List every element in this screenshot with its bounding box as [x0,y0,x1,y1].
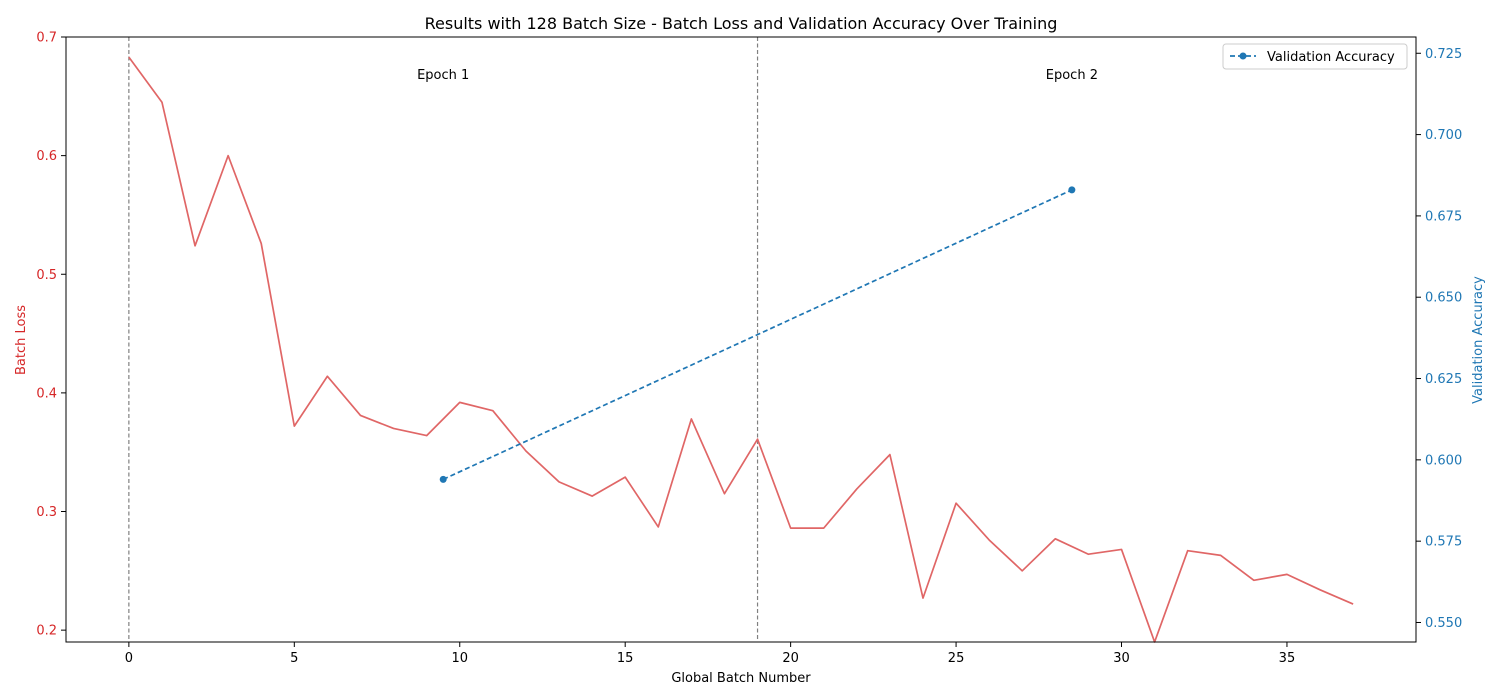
y-left-tick-label: 0.6 [36,149,57,164]
epoch-label-1: Epoch 1 [417,68,469,83]
y-axis-left-label: Batch Loss [14,305,29,375]
y-axis-left: 0.2 0.3 0.4 0.5 0.6 0.7 [36,31,66,639]
x-tick-label: 10 [451,651,468,666]
y-right-tick-label: 0.675 [1425,209,1462,224]
y-right-tick-label: 0.600 [1425,453,1462,468]
legend-series-marker [1239,52,1247,60]
validation-accuracy-line [442,189,1073,481]
legend-box [1222,43,1408,70]
y-left-tick-label: 0.5 [36,268,57,283]
x-axis-label: Global Batch Number [671,671,811,686]
y-right-tick-label: 0.550 [1425,616,1462,631]
legend-series-label: Validation Accuracy [1267,50,1395,65]
y-right-tick-label: 0.575 [1425,535,1462,550]
validation-accuracy-point [1068,186,1076,194]
x-tick-label: 25 [948,651,965,666]
epoch-label-2: Epoch 2 [1046,68,1098,83]
axes-frame [65,36,1417,643]
y-left-tick-label: 0.4 [36,386,57,401]
epoch-annotations: Epoch 1 Epoch 2 [417,68,1098,83]
validation-accuracy-point [439,475,447,483]
y-axis-right-label: Validation Accuracy [1471,276,1486,404]
y-right-tick-label: 0.650 [1425,291,1462,306]
chart-title: Results with 128 Batch Size - Batch Loss… [425,14,1058,33]
x-tick-label: 15 [617,651,634,666]
epoch-boundaries [128,37,759,642]
x-tick-label: 35 [1279,651,1296,666]
batch-loss-line [128,56,1354,643]
y-right-tick-label: 0.700 [1425,128,1462,143]
legend: Validation Accuracy [1222,43,1408,70]
x-tick-label: 30 [1113,651,1130,666]
x-tick-label: 0 [125,651,133,666]
y-left-tick-label: 0.3 [36,505,57,520]
x-tick-label: 5 [290,651,298,666]
plot-area [128,56,1354,643]
x-axis: 0 5 10 15 20 25 30 35 [125,642,1296,666]
y-left-tick-label: 0.2 [36,624,57,639]
y-right-tick-label: 0.625 [1425,372,1462,387]
x-tick-label: 20 [782,651,799,666]
y-left-tick-label: 0.7 [36,31,57,46]
y-right-tick-label: 0.725 [1425,47,1462,62]
y-axis-right: 0.550 0.575 0.600 0.625 0.650 0.675 0.700 0.725 [1416,47,1462,631]
